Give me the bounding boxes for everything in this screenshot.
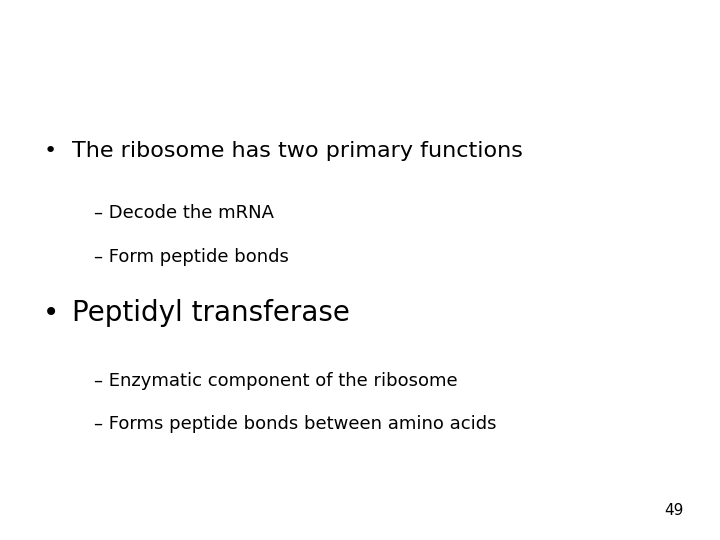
- Text: – Decode the mRNA: – Decode the mRNA: [94, 204, 274, 222]
- Text: – Form peptide bonds: – Form peptide bonds: [94, 247, 289, 266]
- Text: – Forms peptide bonds between amino acids: – Forms peptide bonds between amino acid…: [94, 415, 496, 433]
- Text: The ribosome has two primary functions: The ribosome has two primary functions: [72, 141, 523, 161]
- Text: Peptidyl transferase: Peptidyl transferase: [72, 299, 350, 327]
- Text: – Enzymatic component of the ribosome: – Enzymatic component of the ribosome: [94, 372, 457, 390]
- Text: •: •: [43, 299, 60, 327]
- Text: •: •: [43, 141, 56, 161]
- Text: 49: 49: [665, 503, 684, 518]
